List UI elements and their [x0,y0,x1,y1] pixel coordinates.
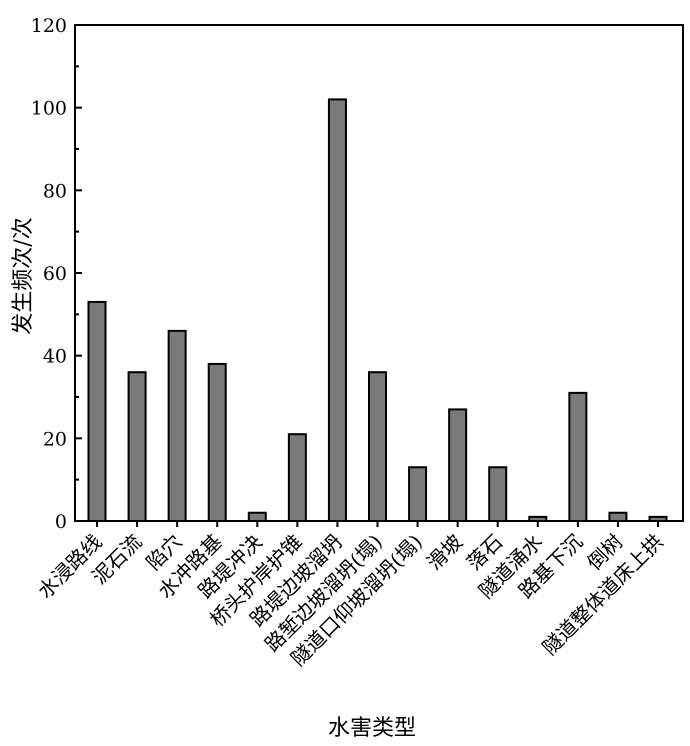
bar-5 [247,511,267,523]
y-tick-label: 20 [43,428,67,450]
y-tick-label: 0 [55,511,67,533]
y-tick-label: 80 [43,180,67,202]
bar-8 [368,371,387,523]
y-axis-title: 发生频次/次 [11,217,36,334]
y-tick-label: 60 [43,263,67,285]
x-axis-title: 水害类型 [328,716,416,741]
bar-7 [327,98,347,523]
bar-4 [207,362,227,522]
bars-layer [87,98,668,523]
bar-1 [87,300,107,522]
x-category-label: 滑坡 [422,530,467,575]
bar-3 [167,329,187,522]
bar-14 [608,511,628,523]
axes-layer [74,24,684,527]
bar-9 [408,466,428,522]
y-tick-label: 100 [31,98,67,120]
bar-13 [568,391,588,522]
bar-6 [287,433,307,523]
y-tick-label: 40 [43,346,67,368]
bar-10 [448,408,468,522]
y-tick-label: 120 [31,15,67,37]
bar-11 [488,466,508,522]
labels-layer: 020406080100120水浸路线泥石流陷穴水冲路基路堤冲决桥头护岸护锥路堤… [31,15,668,671]
bar-2 [127,371,147,523]
